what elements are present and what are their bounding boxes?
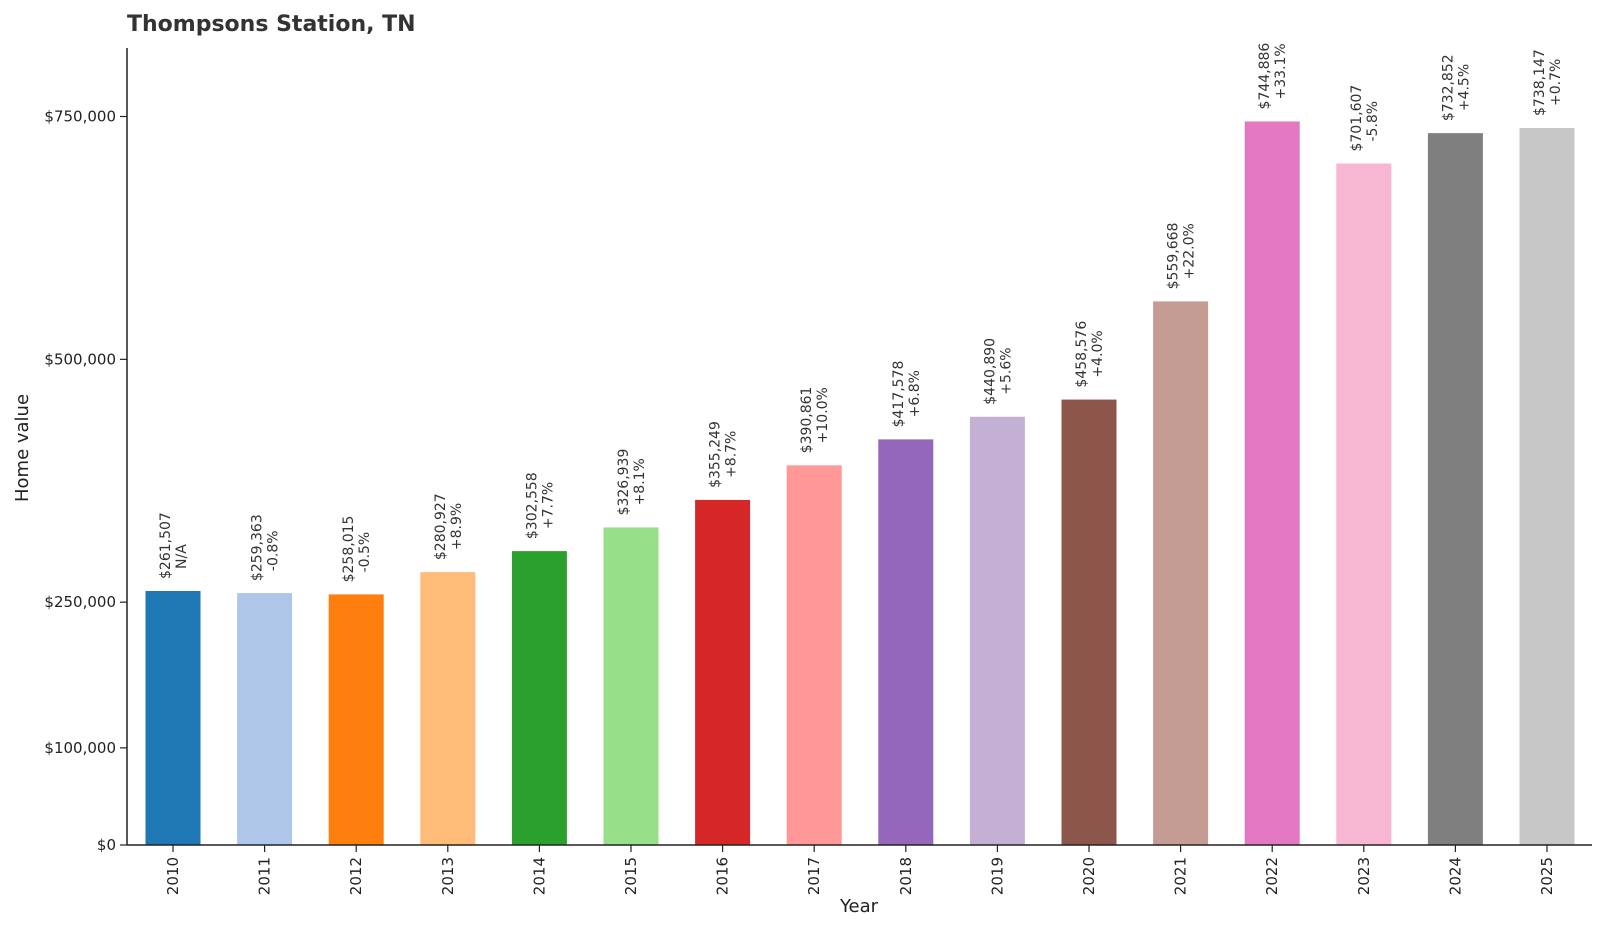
bar-2010 (145, 590, 201, 845)
bar-2020 (1061, 399, 1117, 845)
bar-2018 (878, 439, 934, 845)
change-label-2013: +8.9% (449, 503, 465, 550)
bars (145, 121, 1575, 846)
bar-2025 (1519, 128, 1575, 846)
change-label-2022: +33.1% (1273, 43, 1289, 99)
value-label-2021: $559,668 (1166, 223, 1182, 290)
value-label-2011: $259,363 (250, 514, 266, 581)
value-label-2010: $261,507 (158, 512, 174, 579)
change-label-2023: -5.8% (1365, 101, 1381, 142)
x-tick-label-2022: 2022 (1263, 857, 1281, 895)
x-tick-label-2023: 2023 (1355, 857, 1373, 895)
bar-2024 (1427, 133, 1483, 845)
change-label-2014: +7.7% (540, 482, 556, 529)
change-label-2024: +4.5% (1456, 64, 1472, 111)
bar-2011 (237, 593, 293, 845)
bar-2014 (511, 551, 567, 845)
bar-2012 (328, 594, 384, 845)
bar-2017 (786, 465, 842, 845)
value-label-2017: $390,861 (799, 387, 815, 454)
change-label-2015: +8.1% (632, 458, 648, 505)
bar-2022 (1244, 121, 1300, 845)
x-tick-label-2024: 2024 (1446, 857, 1464, 895)
bar-2021 (1153, 301, 1209, 845)
change-label-2019: +5.6% (998, 347, 1014, 394)
data-labels: $261,507 N/A $259,363 -0.8% $258,015 -0.5% $28… (158, 43, 1564, 583)
value-label-2023: $701,607 (1349, 85, 1365, 152)
change-label-2020: +4.0% (1090, 330, 1106, 377)
value-label-2022: $744,886 (1257, 43, 1273, 110)
x-tick-label-2021: 2021 (1172, 857, 1190, 895)
change-label-2011: -0.8% (266, 530, 282, 571)
x-tick-label-2015: 2015 (622, 857, 640, 895)
bar-2013 (420, 572, 476, 845)
y-axis-ticks: $0 $100,000 $250,000 $500,000 $750,000 (44, 108, 127, 854)
x-tick-label-2012: 2012 (347, 857, 365, 895)
x-axis-label: Year (839, 896, 879, 917)
x-tick-label-2014: 2014 (530, 857, 548, 895)
chart-title: Thompsons Station, TN (127, 12, 416, 37)
value-label-2015: $326,939 (616, 449, 632, 516)
value-label-2014: $302,558 (524, 472, 540, 539)
y-axis-label: Home value (12, 394, 33, 502)
value-label-2025: $738,147 (1532, 49, 1548, 116)
value-label-2013: $280,927 (433, 493, 449, 560)
bar-2023 (1336, 163, 1392, 845)
x-tick-label-2011: 2011 (256, 857, 274, 895)
value-label-2024: $732,852 (1440, 54, 1456, 121)
change-label-2025: +0.7% (1548, 59, 1564, 106)
bar-2015 (603, 527, 659, 845)
bar-2019 (969, 416, 1025, 845)
y-tick-label: $0 (97, 836, 116, 854)
value-label-2012: $258,015 (341, 516, 357, 583)
x-tick-label-2025: 2025 (1538, 857, 1556, 895)
x-tick-label-2010: 2010 (164, 857, 182, 895)
change-label-2018: +6.8% (907, 370, 923, 417)
x-tick-label-2020: 2020 (1080, 857, 1098, 895)
change-label-2017: +10.0% (815, 387, 831, 443)
y-tick-label: $250,000 (44, 593, 116, 611)
change-label-2012: -0.5% (357, 532, 373, 573)
change-label-2016: +8.7% (724, 431, 740, 478)
x-tick-label-2013: 2013 (439, 857, 457, 895)
x-axis-ticks: 2010 2011 2012 2013 2014 2015 2016 2017 2018 2019… (164, 845, 1556, 895)
value-label-2019: $440,890 (982, 338, 998, 405)
y-tick-label: $100,000 (44, 739, 116, 757)
y-tick-label: $750,000 (44, 108, 116, 126)
value-label-2018: $417,578 (891, 361, 907, 428)
value-label-2020: $458,576 (1074, 321, 1090, 388)
y-tick-label: $500,000 (44, 350, 116, 368)
x-tick-label-2018: 2018 (897, 857, 915, 895)
x-tick-label-2019: 2019 (988, 857, 1006, 895)
x-tick-label-2017: 2017 (805, 857, 823, 895)
change-label-2021: +22.0% (1182, 223, 1198, 279)
value-label-2016: $355,249 (708, 421, 724, 488)
x-tick-label-2016: 2016 (714, 857, 732, 895)
bar-2016 (695, 499, 751, 845)
change-label-2010: N/A (174, 544, 190, 569)
